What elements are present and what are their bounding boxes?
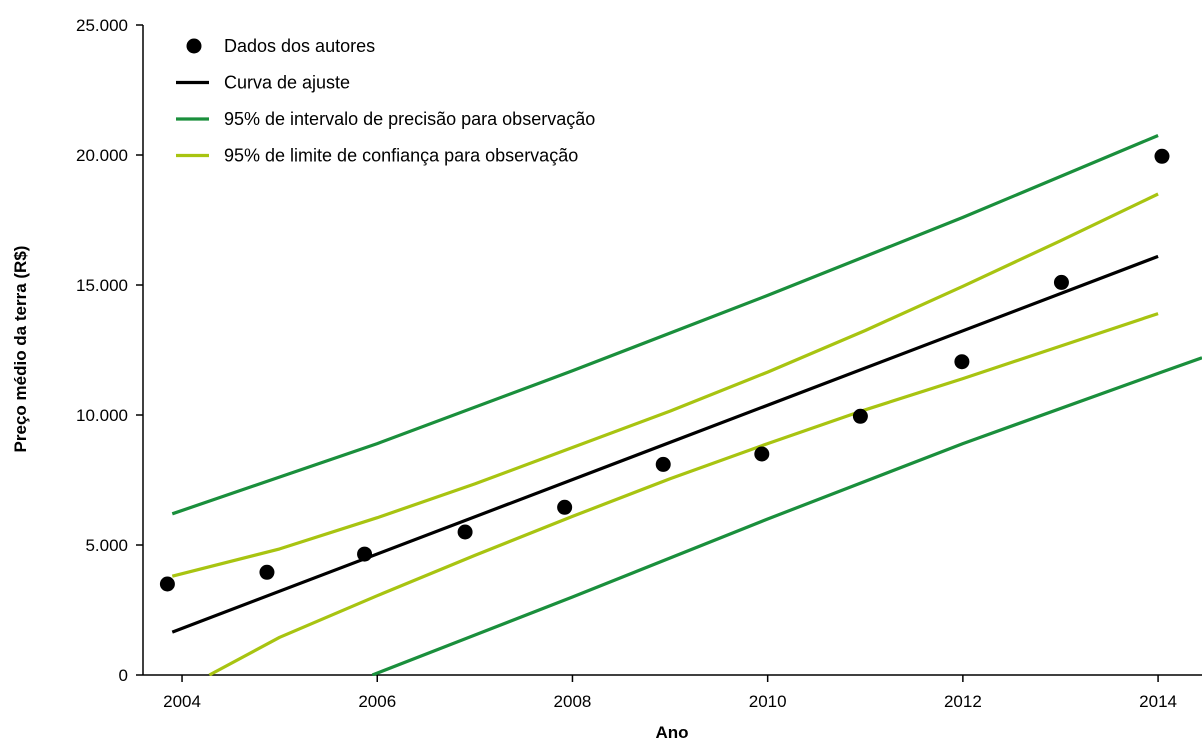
x-tick-label: 2010 <box>749 692 787 711</box>
y-axis-title: Preço médio da terra (R$) <box>11 246 30 453</box>
series-line <box>208 312 1159 676</box>
axes: 0 5.000 10.000 15.000 20.000 25.000 2004 2006 20… <box>76 16 1202 711</box>
legend-label: Curva de ajuste <box>224 73 350 93</box>
data-point <box>754 446 770 462</box>
data-point <box>852 408 868 424</box>
data-point <box>259 564 275 580</box>
y-tick-label: 0 <box>119 666 128 685</box>
x-axis-title: Ano <box>655 723 688 742</box>
series-line <box>171 192 1159 578</box>
data-point <box>557 499 573 515</box>
chart-lines <box>171 134 1202 676</box>
y-tick-label: 5.000 <box>85 536 128 555</box>
legend-label: Dados dos autores <box>224 36 375 56</box>
x-tick-label: 2012 <box>944 692 982 711</box>
data-point <box>954 354 970 370</box>
x-tick-label: 2014 <box>1139 692 1177 711</box>
y-tick-label: 20.000 <box>76 146 128 165</box>
legend-marker <box>186 38 202 54</box>
legend-label: 95% de intervalo de precisão para observ… <box>224 109 595 129</box>
series-line <box>371 356 1202 676</box>
y-tick-label: 25.000 <box>76 16 128 35</box>
y-tick-label: 15.000 <box>76 276 128 295</box>
series-line <box>171 134 1159 516</box>
data-point <box>159 576 175 592</box>
x-tick-label: 2004 <box>163 692 201 711</box>
legend: Dados dos autores Curva de ajuste 95% de i… <box>176 36 595 166</box>
y-tick-label: 10.000 <box>76 406 128 425</box>
x-tick-label: 2008 <box>554 692 592 711</box>
data-point <box>655 456 671 472</box>
data-point <box>357 546 373 562</box>
data-point <box>1154 148 1170 164</box>
data-point <box>1053 274 1069 290</box>
series-line <box>171 254 1159 634</box>
x-tick-label: 2006 <box>358 692 396 711</box>
chart-points <box>159 148 1170 592</box>
data-point <box>457 524 473 540</box>
legend-label: 95% de limite de confiança para observaç… <box>224 146 578 166</box>
